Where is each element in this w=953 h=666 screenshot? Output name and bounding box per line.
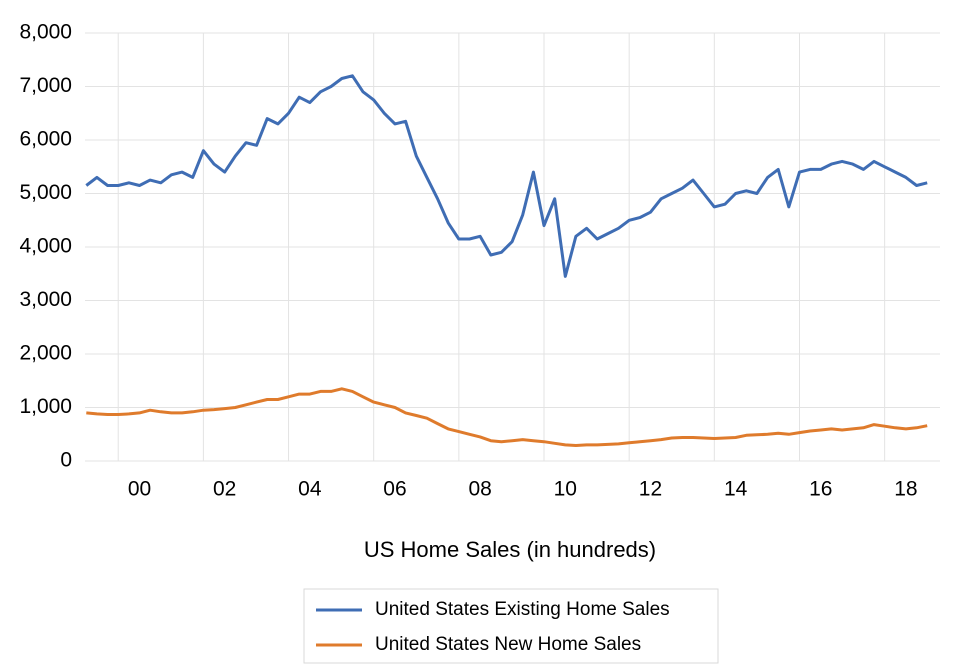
x-tick-label: 16 (809, 478, 832, 501)
series-line (86, 387, 928, 447)
y-tick-label: 0 (60, 449, 72, 472)
y-tick-label: 6,000 (19, 128, 72, 151)
y-tick-label: 8,000 (19, 21, 72, 44)
legend-label: United States Existing Home Sales (375, 599, 670, 620)
y-tick-label: 4,000 (19, 235, 72, 258)
x-tick-label: 00 (128, 478, 151, 501)
x-tick-label: 06 (383, 478, 406, 501)
x-tick-label: 12 (639, 478, 662, 501)
legend-label: United States New Home Sales (375, 634, 641, 655)
y-tick-label: 1,000 (19, 395, 72, 418)
x-tick-label: 02 (213, 478, 236, 501)
chart-title: US Home Sales (in hundreds) (364, 537, 656, 562)
y-tick-label: 7,000 (19, 74, 72, 97)
x-tick-label: 08 (468, 478, 491, 501)
series-line (85, 74, 928, 278)
x-tick-label: 10 (554, 478, 577, 501)
legend (303, 588, 719, 664)
y-tick-label: 3,000 (19, 288, 72, 311)
y-tick-label: 2,000 (19, 342, 72, 365)
y-tick-label: 5,000 (19, 181, 72, 204)
x-tick-label: 14 (724, 478, 748, 501)
x-tick-label: 18 (894, 478, 917, 501)
x-tick-label: 04 (298, 478, 322, 501)
